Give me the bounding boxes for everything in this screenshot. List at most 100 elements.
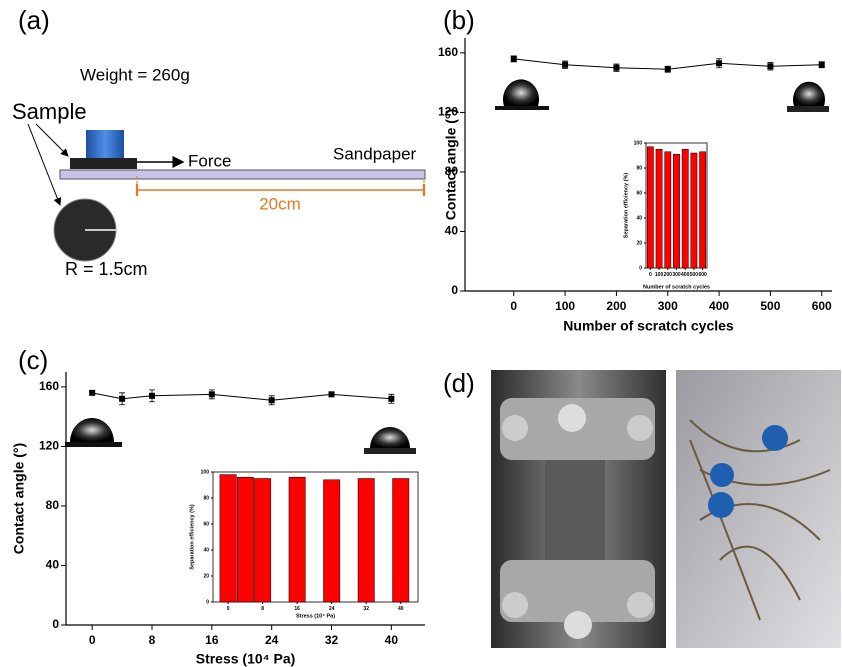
x-axis-label: Stress (10⁴ Pa) [296,613,335,619]
y-tick-label: 0 [451,283,458,297]
bar [682,149,688,268]
figure: (a) (b) (c) (d) Weight = 260g Sample For… [0,0,842,667]
y-tick-label: 80 [46,498,60,512]
bolt [627,415,653,441]
bolt [564,611,592,639]
sample-base [70,158,137,169]
marker [716,60,722,66]
bolt [502,592,528,618]
droplet [70,418,114,442]
y-axis-label: Contact angle (°) [443,109,459,220]
droplet [793,82,825,106]
x-tick-label: 500 [690,272,699,278]
substrate [65,442,122,447]
y-tick-label: 80 [203,495,209,501]
sample-label: Sample [12,99,87,124]
force-label: Force [188,151,231,170]
bar [237,477,253,602]
x-tick-label: 200 [606,299,626,313]
x-tick-label: 300 [672,272,681,278]
x-tick-label: 40 [398,606,404,612]
line [92,393,391,400]
bar [691,153,697,268]
bar [673,154,679,268]
marker [819,62,825,68]
bar [289,477,305,602]
panel-label: (b) [443,5,475,35]
weight-label: Weight = 260g [80,65,190,84]
marker [511,56,517,62]
y-tick-label: 100 [201,469,210,475]
x-tick-label: 100 [555,299,575,313]
bar [656,149,662,268]
x-tick-label: 16 [205,633,219,647]
y-tick-label: 0 [52,617,59,631]
y-tick-label: 40 [46,558,60,572]
bolt [627,592,653,618]
y-tick-label: 20 [636,240,642,246]
x-tick-label: 32 [325,633,339,647]
photos [491,370,841,648]
x-tick-label: 600 [698,272,707,278]
bolt [502,415,528,441]
x-tick-label: 500 [760,299,780,313]
bar [220,475,236,602]
panel-label: (a) [18,5,50,35]
y-tick-label: 100 [634,140,643,146]
x-tick-label: 40 [385,633,399,647]
bar [254,479,270,603]
y-axis-label: Separation efficiency (%) [189,504,195,570]
x-tick-label: 0 [510,299,517,313]
x-tick-label: 8 [261,606,264,612]
pointer [36,124,68,156]
x-tick-label: 100 [655,272,664,278]
bar [647,147,653,268]
marker [119,396,125,402]
y-tick-label: 20 [203,573,209,579]
radius-label: R = 1.5cm [65,259,148,279]
y-axis-label: Separation efficiency (%) [623,173,629,239]
substrate [495,106,549,110]
bar [665,152,671,268]
marker [562,62,568,68]
diagram: Weight = 260g Sample Force Sandpaper 20c… [12,65,425,278]
water-drop [762,425,788,451]
y-tick-label: 80 [636,165,642,171]
specimen [545,460,605,560]
y-tick-label: 40 [203,547,209,553]
bar [393,479,409,603]
water-drop [708,492,734,518]
panel-label: (c) [18,345,48,375]
y-tick-label: 0 [639,265,642,271]
y-tick-label: 120 [39,439,59,453]
fabric-photo [676,370,841,648]
y-tick-label: 40 [636,215,642,221]
bar [700,152,706,268]
marker [329,391,335,397]
marker [149,393,155,399]
marker [665,66,671,72]
x-tick-label: 32 [363,606,369,612]
marker [388,396,394,402]
x-axis-label: Number of scratch cycles [563,318,734,334]
pointer [28,124,60,205]
sandpaper [60,170,425,179]
marker [767,63,773,69]
panel-label: (d) [443,368,475,398]
page: (a) (b) (c) (d) Weight = 260g Sample For… [0,0,842,667]
x-tick-label: 16 [294,606,300,612]
x-tick-label: 400 [709,299,729,313]
substrate [364,448,416,454]
x-tick-label: 24 [265,633,279,647]
water-drop [710,463,734,487]
length-label: 20cm [259,194,301,213]
bar [323,480,339,602]
x-tick-label: 24 [329,606,335,612]
y-tick-label: 60 [203,521,209,527]
x-tick-label: 300 [658,299,678,313]
weight-block [86,130,124,158]
x-tick-label: 0 [89,633,96,647]
x-tick-label: 0 [649,272,652,278]
marker [209,391,215,397]
y-tick-label: 160 [438,45,458,59]
